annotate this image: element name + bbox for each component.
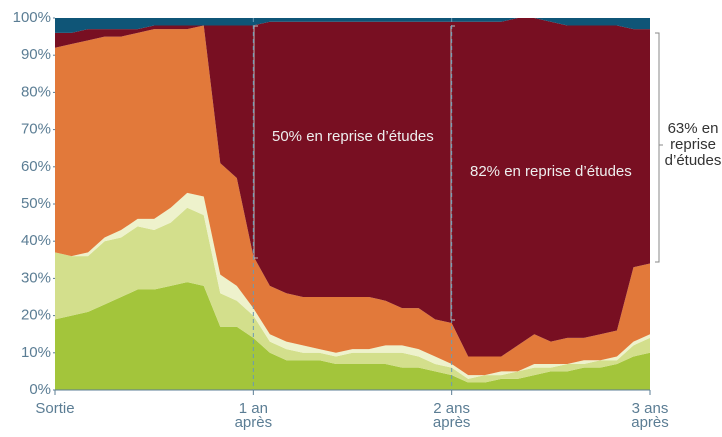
y-tick-label: 10%: [21, 344, 51, 361]
area: [55, 18, 650, 357]
area: [55, 25, 650, 376]
y-tick-label: 100%: [13, 9, 51, 26]
area: [55, 18, 650, 33]
bracket: [253, 25, 258, 259]
y-tick-label: 0%: [29, 381, 51, 398]
x-tick-label: Sortie: [35, 400, 75, 417]
annotation: 50% en reprise d’études: [272, 128, 434, 145]
x-tick-label: 1 an après: [234, 400, 273, 431]
y-tick-label: 20%: [21, 307, 51, 324]
bracket: [655, 32, 663, 263]
annotation: 63% en reprise d’études: [664, 120, 722, 169]
area: [55, 207, 650, 383]
y-tick-label: 90%: [21, 46, 51, 63]
y-tick-label: 80%: [21, 83, 51, 100]
y-tick-label: 50%: [21, 195, 51, 212]
x-tick-label: 2 ans après: [432, 400, 471, 431]
y-tick-label: 60%: [21, 158, 51, 175]
areas: [55, 18, 650, 390]
area: [55, 282, 650, 390]
y-tick-label: 40%: [21, 232, 51, 249]
annotation: 82% en reprise d’études: [470, 163, 632, 180]
x-tick-label: 3 ans après: [631, 400, 669, 431]
y-tick-label: 70%: [21, 121, 51, 138]
y-tick-label: 30%: [21, 269, 51, 286]
